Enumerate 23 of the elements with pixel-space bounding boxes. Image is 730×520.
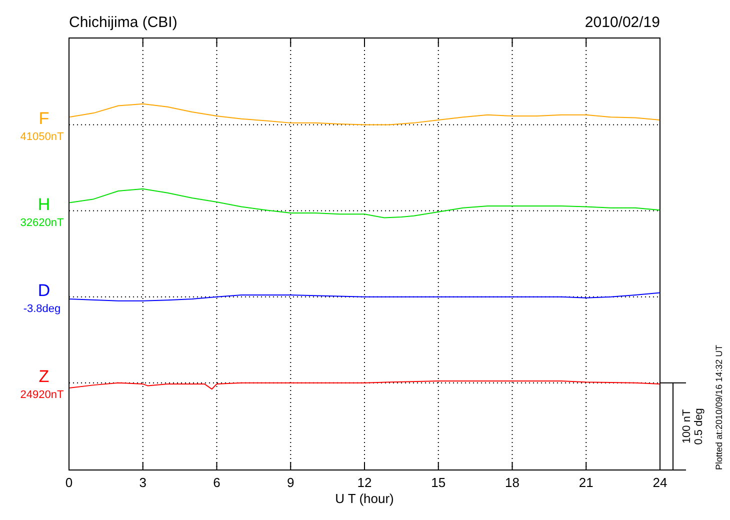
- series-label: D: [38, 280, 50, 300]
- series-label: Z: [38, 366, 50, 386]
- series-label: F: [38, 108, 50, 128]
- text: Plotted at:2010/09/16 14:32 UT: [714, 344, 724, 470]
- x-axis-title: U T (hour): [335, 491, 394, 506]
- text: 0.5 deg: [693, 408, 705, 445]
- ref-line-label: 32620nT: [20, 216, 64, 229]
- x-tick-label: 24: [652, 475, 668, 490]
- chart-title: Chichijima (CBI): [69, 14, 178, 31]
- x-tick-label: 21: [578, 475, 594, 490]
- ref-line-label: 24920nT: [20, 388, 64, 401]
- text: 100 nT: [681, 409, 693, 444]
- x-tick-label: 6: [213, 475, 220, 490]
- series-label: H: [38, 194, 50, 214]
- x-tick-label: 0: [65, 475, 73, 490]
- ref-line-label: 41050nT: [20, 130, 64, 143]
- x-tick-label: 3: [139, 475, 146, 490]
- x-tick-label: 9: [287, 475, 294, 490]
- chart-subtitle: 2010/02/19: [584, 14, 660, 31]
- ref-line-label: -3.8deg: [23, 302, 61, 315]
- x-tick-label: 18: [505, 475, 520, 490]
- x-tick-label: 12: [357, 475, 372, 490]
- x-tick-label: 15: [431, 475, 446, 490]
